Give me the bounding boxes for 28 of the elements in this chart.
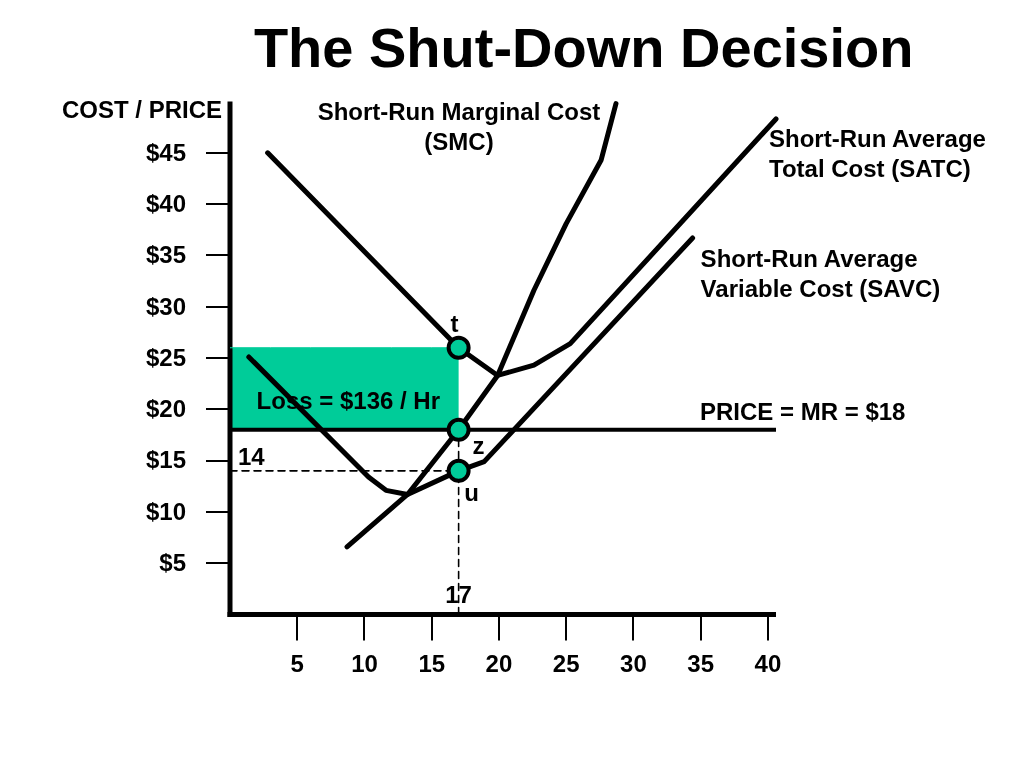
data-label: z [472,432,485,460]
series-label: Short-Run Average Variable Cost (SAVC) [700,244,941,302]
y-tick-label: $5 [159,549,186,577]
data-label: t [450,310,459,338]
x-tick-label: 5 [290,649,304,677]
y-tick-label: $30 [145,292,186,320]
x-tick-label: 15 [418,649,446,677]
annotation: 17 [445,581,472,609]
series-label: Short-Run Marginal Cost (SMC) [317,98,601,156]
y-axis-title: COST / PRICE [61,96,222,124]
x-tick-label: 20 [485,649,513,677]
y-tick-label: $20 [145,395,186,423]
y-tick-label: $10 [145,497,186,525]
y-tick-label: $25 [145,343,186,371]
y-tick-label: $35 [145,241,186,269]
data-label: u [464,479,479,507]
data-label: 14 [238,443,266,471]
x-tick-label: 25 [552,649,580,677]
x-tick-label: 30 [620,649,647,677]
y-tick-label: $15 [145,446,186,474]
y-tick-label: $45 [145,138,186,166]
y-tick-label: $40 [145,189,186,217]
x-tick-label: 35 [687,649,715,677]
x-tick-label: 10 [351,649,378,677]
ref-line-label: PRICE = MR = $18 [700,398,906,426]
series-label: Short-Run Average Total Cost (SATC) [769,124,986,182]
chart-title: The Shut-Down Decision [253,16,914,80]
x-tick-label: 40 [754,649,782,677]
